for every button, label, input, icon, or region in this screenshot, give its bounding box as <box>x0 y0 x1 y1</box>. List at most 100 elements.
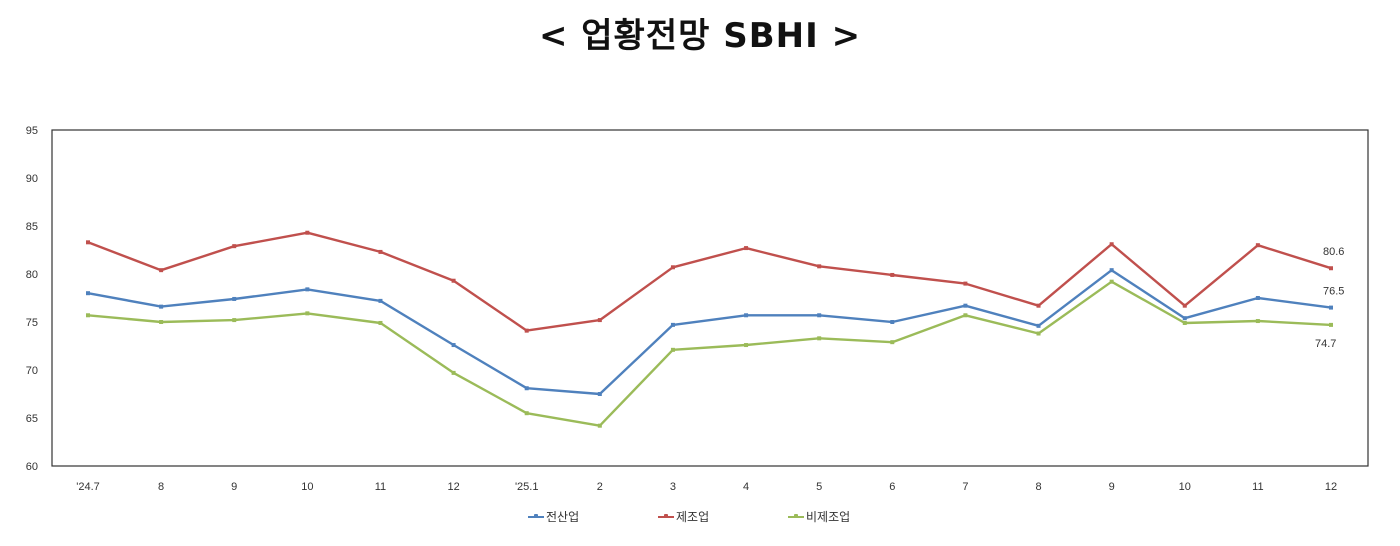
data-point-marker <box>890 340 895 345</box>
data-point-marker <box>744 313 749 318</box>
data-point-marker <box>86 240 90 245</box>
data-point-marker <box>1109 279 1114 284</box>
data-point-marker <box>1255 296 1260 300</box>
data-point-marker <box>597 318 602 323</box>
data-label: 80.6 <box>1323 246 1344 258</box>
data-point-marker <box>451 343 456 348</box>
data-point-marker <box>232 296 237 301</box>
series-lines <box>86 230 1333 428</box>
x-tick-label: 3 <box>670 481 676 493</box>
data-point-marker <box>890 320 895 324</box>
data-point-marker <box>1036 331 1041 336</box>
y-tick-label: 80 <box>26 269 38 281</box>
y-tick-label: 90 <box>26 173 38 185</box>
data-point-marker <box>305 311 310 316</box>
data-point-marker <box>1329 322 1333 327</box>
x-tick-label: 9 <box>231 481 237 493</box>
data-labels: 80.6 76.5 74.7 <box>1315 246 1344 350</box>
x-tick-label: '24.7 <box>76 481 100 493</box>
data-point-marker <box>744 246 749 251</box>
data-point-marker <box>1036 303 1041 308</box>
data-point-marker <box>817 313 822 318</box>
x-tick-label: 7 <box>962 481 968 493</box>
y-tick-label: 65 <box>26 413 38 425</box>
data-point-marker <box>524 386 529 391</box>
data-label: 74.7 <box>1315 338 1336 350</box>
series-line <box>87 269 1332 396</box>
x-tick-label: 9 <box>1109 481 1115 493</box>
data-point-marker <box>890 272 895 277</box>
x-tick-label: 11 <box>375 481 386 493</box>
y-tick-label: 60 <box>26 461 38 473</box>
x-axis: '24.7 8 9 10 11 12 '25.1 2 3 4 5 6 7 8 9 10 11 12 <box>76 481 1337 493</box>
x-tick-label: 12 <box>447 481 459 493</box>
legend-item-all-industry: 전산업 <box>528 508 579 525</box>
x-tick-label: 10 <box>301 481 313 493</box>
data-point-marker <box>451 370 456 375</box>
legend-label: 제조업 <box>676 510 710 524</box>
y-tick-label: 95 <box>26 125 38 137</box>
data-label: 76.5 <box>1323 286 1344 298</box>
data-point-marker <box>159 268 164 273</box>
data-point-marker <box>1255 243 1260 248</box>
data-point-marker <box>305 287 310 292</box>
legend-label: 전산업 <box>546 510 580 524</box>
data-point-marker <box>378 320 383 325</box>
data-point-marker <box>86 313 90 318</box>
x-tick-label: '25.1 <box>515 481 539 493</box>
data-point-marker <box>1182 303 1187 308</box>
data-point-marker <box>963 281 968 286</box>
data-point-marker <box>159 304 164 309</box>
legend-line-icon <box>528 513 544 518</box>
x-tick-label: 2 <box>597 481 603 493</box>
plot-area <box>51 129 1369 467</box>
data-point-marker <box>1182 316 1187 321</box>
legend: 전산업 제조업 비제조업 <box>0 508 1400 528</box>
data-point-marker <box>1255 319 1260 324</box>
data-point-marker <box>378 298 383 303</box>
series-line <box>87 280 1332 427</box>
x-tick-label: 8 <box>158 481 164 493</box>
data-point-marker <box>86 291 90 296</box>
data-point-marker <box>597 423 602 428</box>
data-point-marker <box>1329 305 1333 310</box>
x-tick-label: 11 <box>1252 481 1263 493</box>
y-tick-label: 85 <box>26 221 38 233</box>
data-point-marker <box>451 278 456 283</box>
legend-label: 비제조업 <box>806 510 851 524</box>
data-point-marker <box>744 343 749 348</box>
data-point-marker <box>524 411 529 416</box>
data-point-marker <box>597 392 602 396</box>
legend-line-icon <box>658 513 674 518</box>
x-tick-label: 4 <box>743 481 749 493</box>
x-tick-label: 8 <box>1035 481 1041 493</box>
data-point-marker <box>1036 323 1041 328</box>
legend-item-manufacturing: 제조업 <box>658 508 709 525</box>
data-point-marker <box>159 320 164 324</box>
x-tick-label: 6 <box>889 481 895 493</box>
data-point-marker <box>963 303 968 308</box>
data-point-marker <box>670 322 675 327</box>
data-point-marker <box>524 328 529 333</box>
data-point-marker <box>1329 266 1333 271</box>
data-point-marker <box>963 313 968 318</box>
data-point-marker <box>1109 268 1114 273</box>
data-point-marker <box>817 264 822 269</box>
legend-line-icon <box>788 513 804 518</box>
x-tick-label: 12 <box>1325 481 1337 493</box>
y-tick-label: 75 <box>26 317 38 329</box>
chart-title: < 업황전망 SBHI > <box>538 16 862 56</box>
y-tick-label: 70 <box>26 365 38 377</box>
data-point-marker <box>670 265 675 270</box>
data-point-marker <box>378 249 383 254</box>
data-point-marker <box>232 318 237 323</box>
data-point-marker <box>1182 320 1187 325</box>
data-point-marker <box>305 230 310 235</box>
x-tick-label: 5 <box>816 481 822 493</box>
data-point-marker <box>232 244 237 249</box>
data-point-marker <box>817 336 822 341</box>
x-tick-label: 10 <box>1179 481 1191 493</box>
data-point-marker <box>670 347 675 352</box>
series-line <box>87 231 1332 332</box>
